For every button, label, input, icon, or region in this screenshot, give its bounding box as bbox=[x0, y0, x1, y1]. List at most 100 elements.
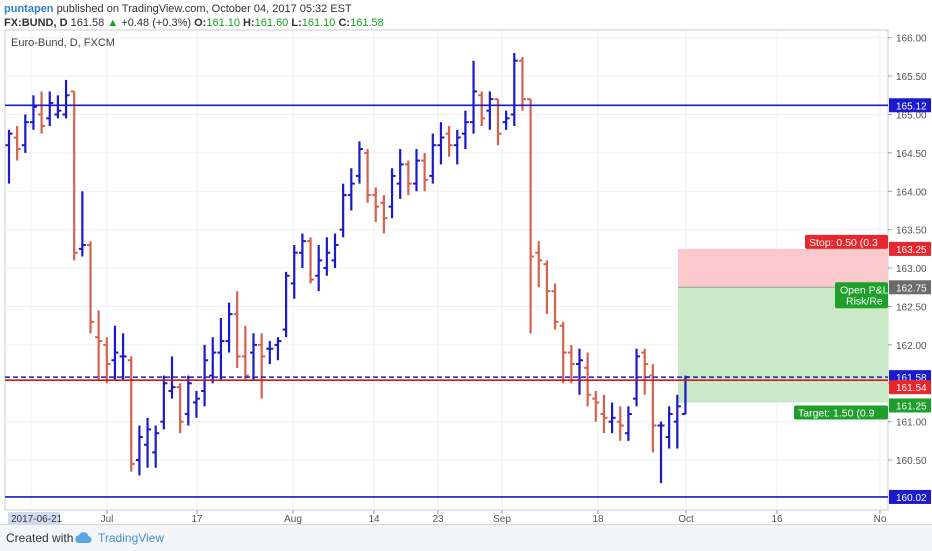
y-tick-label: 160.50 bbox=[896, 456, 927, 467]
ohlc-bar bbox=[315, 245, 323, 292]
ohlc-bar bbox=[567, 344, 575, 384]
ohlc-bar bbox=[535, 241, 543, 288]
ohlc-bar bbox=[62, 79, 70, 119]
ohlc-bar bbox=[437, 122, 445, 165]
ohlc-bar bbox=[87, 241, 94, 334]
ohlc-bar bbox=[461, 110, 469, 150]
ohlc-bar bbox=[70, 90, 78, 261]
tradingview-cloud-icon[interactable] bbox=[74, 532, 94, 544]
close-value: 161.58 bbox=[350, 17, 384, 29]
entry-price-label: 162.75 bbox=[889, 280, 931, 295]
ohlc-bar bbox=[46, 91, 54, 126]
low-label: L: bbox=[291, 17, 302, 29]
ohlc-bar bbox=[355, 141, 363, 184]
created-with-text: Created with bbox=[6, 531, 74, 545]
time-axis[interactable]: 2017-06-21 Jul 17 Aug 14 23 Sep 18 Oct 16 No bbox=[8, 510, 887, 524]
price-bars bbox=[5, 53, 689, 484]
ohlc-bar bbox=[103, 337, 111, 384]
ohlc-bar bbox=[250, 333, 257, 380]
ohlc-bar bbox=[429, 133, 437, 184]
entry-price-label-bg bbox=[889, 280, 931, 295]
last-price: 161.58 bbox=[70, 17, 105, 29]
stop-zone bbox=[678, 248, 888, 288]
ohlc-bar bbox=[13, 126, 21, 161]
open-label: O: bbox=[194, 17, 207, 29]
ohlc-bar bbox=[624, 406, 632, 441]
ohlc-bar bbox=[543, 260, 551, 315]
target-price-label-bg bbox=[889, 398, 931, 413]
level-price-label-text: 161.54 bbox=[896, 383, 927, 394]
x-tick-label: Sep bbox=[493, 514, 511, 524]
ohlc-bar bbox=[364, 149, 372, 203]
entry-price-label-text: 162.75 bbox=[896, 283, 927, 294]
ohlc-bar bbox=[135, 425, 143, 476]
ohlc-bar bbox=[168, 356, 176, 399]
target-price-label: 161.25 bbox=[889, 398, 931, 413]
chart-title: Euro-Bund, D, FXCM bbox=[11, 37, 115, 49]
ohlc-bar bbox=[404, 160, 412, 196]
ohlc-bar bbox=[347, 168, 355, 211]
ohlc-bar bbox=[527, 98, 535, 334]
ohlc-bar bbox=[608, 402, 616, 434]
ohlc-bar bbox=[616, 406, 624, 441]
pnl-label-line2: Risk/Re bbox=[846, 295, 883, 307]
stop-label: Stop: 0.50 (0.3 bbox=[805, 234, 888, 249]
resistance-price-label: 165.12 bbox=[889, 98, 931, 113]
ohlc-bar bbox=[453, 129, 461, 165]
ohlc-bar bbox=[233, 291, 241, 368]
ohlc-bar bbox=[119, 333, 127, 380]
ohlc-bar bbox=[152, 425, 160, 468]
symbol: FX:BUND bbox=[4, 17, 54, 29]
x-tick-label: 18 bbox=[592, 514, 604, 524]
x-tick-label: 2017-06-21 bbox=[11, 514, 63, 524]
target-price-label-text: 161.25 bbox=[896, 401, 927, 412]
close-label: C: bbox=[338, 17, 351, 29]
ohlc-bar bbox=[665, 406, 673, 449]
x-tick-label: 17 bbox=[191, 514, 203, 524]
ohlc-bar bbox=[600, 394, 608, 434]
horizontal-lines[interactable]: Stop: 0.50 (0.3 Target: 1.50 (0.9 Open P&L… bbox=[5, 104, 889, 498]
target-label-bg bbox=[794, 405, 888, 420]
stop-label-text: Stop: 0.50 (0.3 bbox=[809, 237, 878, 249]
open-value: 161.10 bbox=[206, 17, 240, 29]
y-tick-label: 166.00 bbox=[896, 34, 927, 45]
y-tick-label: 163.00 bbox=[896, 264, 927, 275]
y-tick-label: 163.50 bbox=[896, 226, 927, 237]
ohlc-bar bbox=[95, 310, 103, 380]
ohlc-bar bbox=[282, 271, 290, 338]
ohlc-bar bbox=[307, 237, 315, 284]
interval: D bbox=[59, 17, 68, 29]
price-chart[interactable]: Stop: 0.50 (0.3 Target: 1.50 (0.9 Open P&L… bbox=[0, 0, 932, 524]
tradingview-link[interactable]: TradingView bbox=[98, 531, 165, 545]
support-price-label-bg bbox=[889, 489, 931, 504]
pnl-label-bg bbox=[835, 282, 888, 309]
x-tick-label: 14 bbox=[368, 514, 380, 524]
ohlc-bar bbox=[372, 187, 380, 222]
ohlc-bar bbox=[396, 149, 404, 199]
ohlc-bar bbox=[5, 129, 13, 184]
ohlc-bar bbox=[380, 195, 388, 234]
y-tick-label: 165.00 bbox=[896, 110, 927, 121]
ohlc-bar bbox=[470, 60, 478, 134]
ohlc-bar bbox=[502, 110, 510, 130]
ohlc-bar bbox=[21, 114, 29, 153]
level-price-label-bg bbox=[889, 380, 931, 395]
ohlc-bar bbox=[298, 233, 306, 269]
high-value: 161.60 bbox=[254, 17, 289, 29]
ohlc-bar bbox=[184, 375, 192, 426]
quote-line: FX:BUND, D 161.58 ▲ +0.48 (+0.3%) O:161.… bbox=[4, 17, 384, 29]
stop-price-label: 163.25 bbox=[889, 241, 931, 256]
x-tick-label: Aug bbox=[284, 514, 302, 524]
ohlc-bar bbox=[559, 321, 567, 384]
x-tick-label: 16 bbox=[771, 514, 783, 524]
author-link[interactable]: puntapen bbox=[4, 3, 54, 15]
x-tick-label: 23 bbox=[432, 514, 444, 524]
target-label: Target: 1.50 (0.9 bbox=[794, 405, 888, 420]
ohlc-bar bbox=[241, 325, 249, 380]
ohlc-bar bbox=[649, 364, 657, 453]
ohlc-bar bbox=[225, 302, 233, 353]
ohlc-bar bbox=[144, 417, 152, 468]
y-tick-label: 164.50 bbox=[896, 149, 927, 160]
